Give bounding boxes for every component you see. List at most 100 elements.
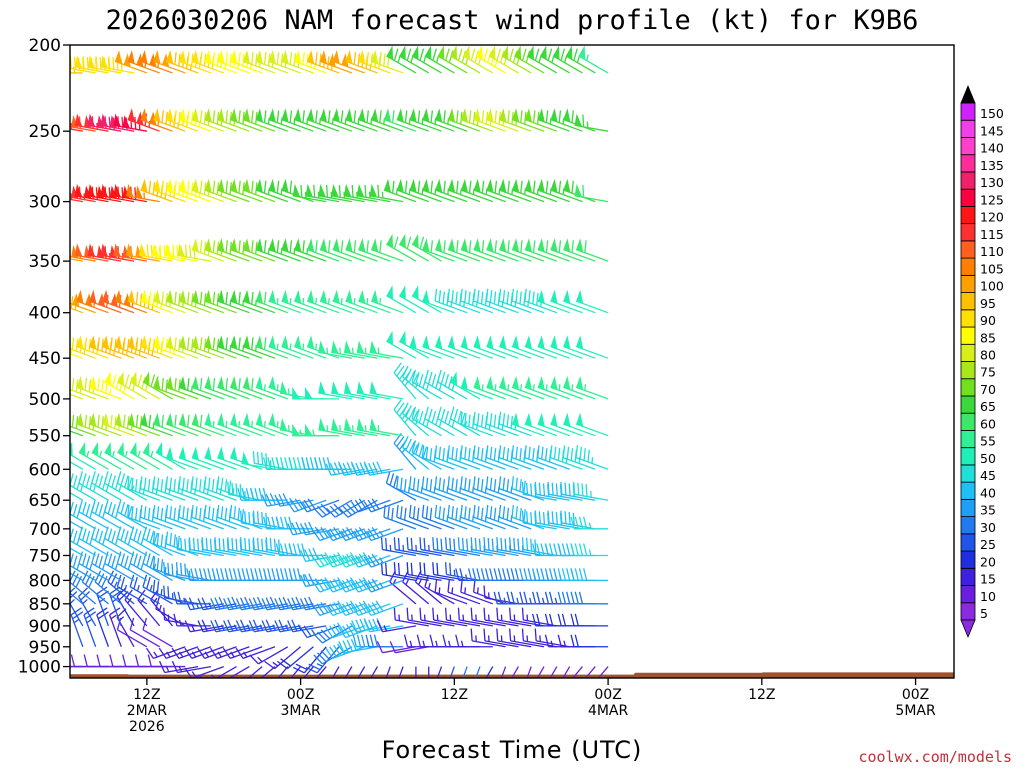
colorbar-swatch	[960, 188, 976, 207]
wind-barb	[286, 498, 327, 513]
wind-barb	[326, 499, 365, 518]
wind-barb	[511, 178, 545, 203]
wind-barb	[89, 375, 122, 400]
wind-barb	[165, 375, 199, 400]
wind-barb	[117, 441, 148, 470]
colorbar-max-arrow	[960, 84, 976, 104]
wind-barb	[140, 178, 173, 203]
colorbar-swatch	[960, 430, 976, 449]
wind-barb	[524, 108, 558, 132]
wind-barb	[343, 417, 378, 437]
wind-barb	[575, 445, 609, 470]
wind-barb	[437, 45, 468, 74]
wind-barb	[552, 45, 583, 74]
wind-barb	[524, 335, 558, 359]
colorbar-label: 75	[980, 365, 996, 380]
wind-barb	[511, 375, 545, 400]
wind-barb	[191, 375, 224, 400]
wind-barb	[411, 369, 442, 400]
wind-barb	[78, 471, 109, 501]
colorbar-swatch	[960, 205, 976, 225]
wind-barb	[191, 108, 224, 132]
wind-barb	[475, 666, 481, 678]
wind-barb	[575, 375, 609, 400]
wind-barb	[565, 45, 596, 74]
x-tick-label: 2026	[129, 719, 165, 735]
wind-barb	[550, 289, 583, 314]
colorbar-label: 5	[980, 606, 988, 621]
colorbar-label: 115	[980, 227, 1004, 242]
wind-barb	[171, 660, 212, 674]
wind-barb	[299, 596, 340, 611]
wind-barb	[550, 178, 583, 203]
y-tick-label: 900	[29, 617, 61, 637]
wind-barb	[524, 178, 558, 203]
wind-barb	[500, 666, 507, 678]
wind-barb	[358, 238, 391, 262]
wind-barb	[153, 375, 186, 400]
wind-barb	[574, 183, 609, 203]
colorbar-swatch	[960, 395, 976, 414]
wind-barb	[281, 50, 314, 74]
wind-barbs	[70, 45, 609, 678]
wind-barb	[376, 641, 417, 654]
wind-barb	[78, 441, 109, 470]
wind-barb	[204, 446, 237, 470]
colorbar-label: 45	[980, 468, 996, 483]
wind-barb	[386, 285, 417, 314]
wind-barb	[450, 371, 481, 400]
colorbar-swatch	[960, 326, 976, 345]
wind-barb	[175, 562, 212, 582]
wind-barb	[345, 238, 378, 262]
wind-barb	[91, 471, 122, 501]
wind-barb	[299, 573, 340, 587]
wind-barb	[242, 375, 276, 400]
wind-barb	[527, 45, 558, 74]
wind-barb	[344, 666, 353, 678]
wind-barb	[402, 402, 430, 437]
wind-barb	[116, 617, 148, 648]
wind-barb	[338, 577, 378, 593]
wind-barb	[70, 461, 84, 470]
speed-colorbar: 5 10 15 20 25 30 35 40 45 50 55 60 65 70 75 80 85 90 95 100…	[960, 84, 1004, 639]
wind-barb	[126, 183, 160, 203]
wind-barb	[288, 543, 327, 557]
wind-barb	[386, 233, 417, 262]
wind-barb	[299, 547, 340, 563]
colorbar-label: 35	[980, 503, 996, 518]
wind-barb	[294, 238, 327, 262]
wind-barb	[140, 412, 173, 437]
wind-barb	[332, 289, 365, 314]
colorbar-label: 80	[980, 348, 996, 363]
x-tick-label: 4MAR	[588, 703, 629, 719]
wind-barb	[81, 570, 109, 605]
y-tick-label: 1000	[18, 658, 61, 678]
terrain-surface	[70, 672, 954, 678]
wind-barb	[264, 646, 302, 670]
y-tick-label: 800	[29, 571, 61, 591]
plot-frame	[69, 44, 955, 679]
wind-barb	[393, 399, 417, 437]
x-tick-label: 3MAR	[280, 703, 321, 719]
wind-barb	[268, 335, 301, 359]
wind-barb	[575, 238, 609, 262]
wind-barb	[76, 412, 109, 437]
wind-barb	[319, 50, 353, 74]
colorbar-label: 110	[980, 244, 1004, 259]
colorbar-label: 85	[980, 330, 996, 345]
wind-barb	[356, 381, 391, 400]
wind-barb	[252, 510, 288, 530]
wind-barb	[434, 238, 468, 262]
wind-barb	[369, 340, 404, 359]
wind-barb	[472, 476, 506, 501]
colorbar-label: 50	[980, 451, 996, 466]
wind-barb	[343, 183, 378, 203]
wind-barb	[547, 510, 583, 530]
y-tick-label: 500	[29, 390, 61, 410]
wind-barb	[343, 340, 378, 359]
wind-barb	[158, 646, 199, 660]
colorbar-label: 145	[980, 123, 1004, 138]
wind-barb	[305, 386, 340, 400]
wind-barb	[563, 375, 596, 400]
wind-barb	[386, 45, 417, 74]
